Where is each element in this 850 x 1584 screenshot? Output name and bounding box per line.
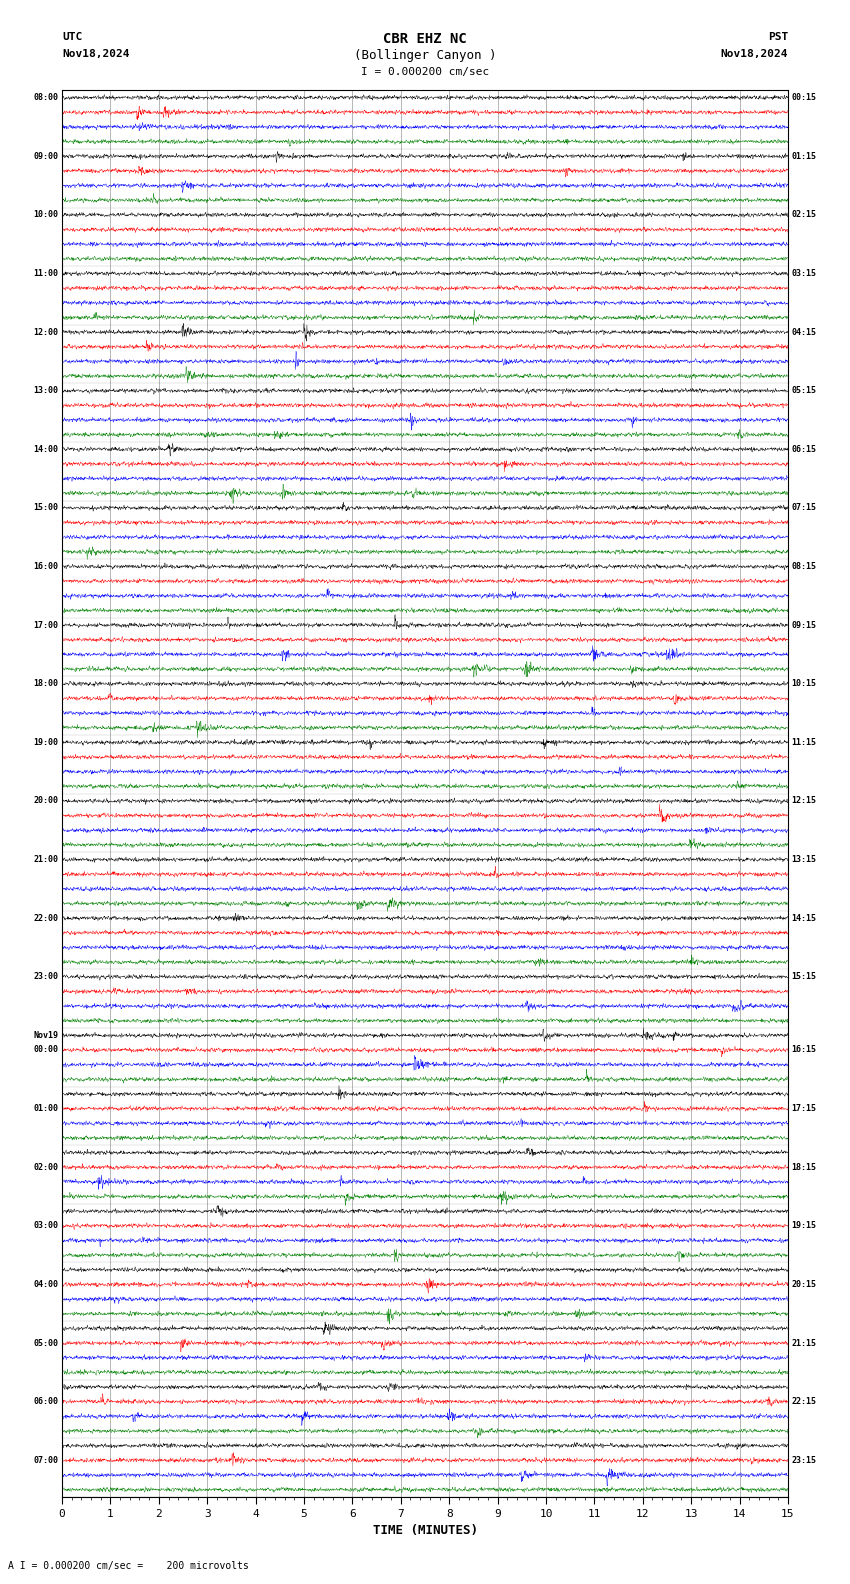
Text: 15:15: 15:15 [791, 973, 817, 980]
X-axis label: TIME (MINUTES): TIME (MINUTES) [372, 1524, 478, 1536]
Text: 21:15: 21:15 [791, 1338, 817, 1348]
Text: 12:00: 12:00 [33, 328, 59, 336]
Text: 04:15: 04:15 [791, 328, 817, 336]
Text: 06:00: 06:00 [33, 1397, 59, 1407]
Text: 02:00: 02:00 [33, 1163, 59, 1172]
Text: 06:15: 06:15 [791, 445, 817, 453]
Text: 05:00: 05:00 [33, 1338, 59, 1348]
Text: UTC: UTC [62, 32, 82, 41]
Text: 20:00: 20:00 [33, 797, 59, 805]
Text: 10:15: 10:15 [791, 680, 817, 687]
Text: 08:00: 08:00 [33, 93, 59, 101]
Text: (Bollinger Canyon ): (Bollinger Canyon ) [354, 49, 496, 62]
Text: 19:15: 19:15 [791, 1221, 817, 1231]
Text: 19:00: 19:00 [33, 738, 59, 746]
Text: 02:15: 02:15 [791, 211, 817, 219]
Text: 10:00: 10:00 [33, 211, 59, 219]
Text: 03:00: 03:00 [33, 1221, 59, 1231]
Text: 04:00: 04:00 [33, 1280, 59, 1289]
Text: 21:00: 21:00 [33, 855, 59, 863]
Text: 13:15: 13:15 [791, 855, 817, 863]
Text: 16:00: 16:00 [33, 562, 59, 570]
Text: 00:15: 00:15 [791, 93, 817, 101]
Text: 09:00: 09:00 [33, 152, 59, 160]
Text: 16:15: 16:15 [791, 1045, 817, 1055]
Text: 01:15: 01:15 [791, 152, 817, 160]
Text: 22:15: 22:15 [791, 1397, 817, 1407]
Text: 09:15: 09:15 [791, 621, 817, 629]
Text: 23:15: 23:15 [791, 1456, 817, 1465]
Text: 23:00: 23:00 [33, 973, 59, 980]
Text: Nov18,2024: Nov18,2024 [721, 49, 788, 59]
Text: 11:15: 11:15 [791, 738, 817, 746]
Text: 01:00: 01:00 [33, 1104, 59, 1114]
Text: 15:00: 15:00 [33, 504, 59, 512]
Text: 18:15: 18:15 [791, 1163, 817, 1172]
Text: I = 0.000200 cm/sec: I = 0.000200 cm/sec [361, 67, 489, 76]
Text: A I = 0.000200 cm/sec =    200 microvolts: A I = 0.000200 cm/sec = 200 microvolts [8, 1562, 249, 1571]
Text: CBR EHZ NC: CBR EHZ NC [383, 32, 467, 46]
Text: 05:15: 05:15 [791, 386, 817, 394]
Text: Nov19: Nov19 [33, 1031, 59, 1039]
Text: 07:00: 07:00 [33, 1456, 59, 1465]
Text: 14:15: 14:15 [791, 914, 817, 922]
Text: Nov18,2024: Nov18,2024 [62, 49, 129, 59]
Text: 22:00: 22:00 [33, 914, 59, 922]
Text: 20:15: 20:15 [791, 1280, 817, 1289]
Text: 13:00: 13:00 [33, 386, 59, 394]
Text: 11:00: 11:00 [33, 269, 59, 277]
Text: 08:15: 08:15 [791, 562, 817, 570]
Text: 17:15: 17:15 [791, 1104, 817, 1114]
Text: 12:15: 12:15 [791, 797, 817, 805]
Text: 03:15: 03:15 [791, 269, 817, 277]
Text: 17:00: 17:00 [33, 621, 59, 629]
Text: 00:00: 00:00 [33, 1045, 59, 1055]
Text: 14:00: 14:00 [33, 445, 59, 453]
Text: 18:00: 18:00 [33, 680, 59, 687]
Text: PST: PST [768, 32, 788, 41]
Text: 07:15: 07:15 [791, 504, 817, 512]
